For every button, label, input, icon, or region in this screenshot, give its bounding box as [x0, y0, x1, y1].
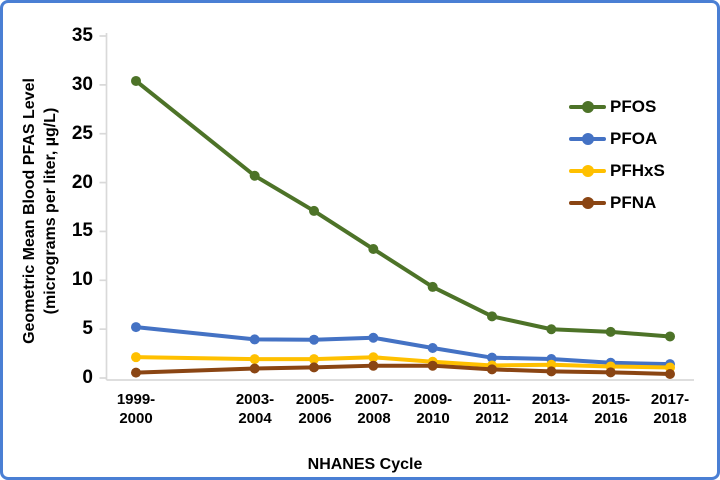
y-tick-label-20: 20 [71, 172, 93, 193]
pfhxs-point [249, 354, 260, 365]
x-tick-label-2015-2016: 2015- 2016 [591, 391, 631, 427]
y-axis-title-line1: Geometric Mean Blood PFAS Level [21, 78, 38, 344]
x-tick-label-1999-2000: 1999- 2000 [116, 391, 156, 427]
x-tick-label-2017-2018: 2017- 2018 [650, 391, 690, 427]
legend-item-pfhxs: PFHxS [569, 159, 665, 183]
x-tick-label-2011-2012: 2011- 2012 [473, 391, 511, 427]
pfna-point [249, 363, 260, 374]
legend: PFOS PFOA PFHxS PFNA [569, 95, 665, 223]
legend-label-pfhxs: PFHxS [610, 161, 665, 180]
pfoa-point [368, 332, 379, 343]
pfos-point [249, 170, 260, 181]
pfna-point [427, 360, 438, 371]
pfhxs-dot-icon [582, 165, 594, 177]
y-tick-label-0: 0 [82, 367, 93, 388]
pfos-point [605, 326, 616, 337]
x-axis-title: NHANES Cycle [307, 456, 423, 473]
pfos-legend-marker [569, 95, 606, 119]
y-axis-title-line2: (micrograms per liter, µg/L) [42, 107, 59, 315]
y-tick-label-35: 35 [71, 25, 93, 46]
pfos-point [309, 205, 319, 216]
pfna-point [131, 367, 141, 378]
legend-label-pfna: PFNA [610, 193, 657, 212]
pfhxs-legend-marker [569, 159, 606, 183]
pfoa-legend-marker [569, 127, 606, 151]
pfos-point [487, 311, 497, 322]
pfna-dot-icon [582, 197, 594, 209]
pfna-point [546, 366, 557, 377]
pfoa-point [427, 343, 438, 354]
y-tick-label-25: 25 [71, 123, 93, 144]
pfos-point [427, 281, 438, 292]
legend-item-pfoa: PFOA [569, 127, 665, 151]
pfoa-point [249, 334, 260, 345]
y-axis-title: Geometric Mean Blood PFAS Level (microgr… [19, 78, 61, 344]
pfna-point [605, 367, 616, 378]
pfna-point [368, 360, 379, 371]
legend-label-pfos: PFOS [610, 97, 657, 116]
pfhxs-point [368, 352, 379, 363]
pfna-point [487, 364, 497, 375]
pfos-point [131, 75, 141, 86]
legend-item-pfos: PFOS [569, 95, 665, 119]
pfhxs-point [131, 352, 141, 363]
x-tick-label-2007-2008: 2007- 2008 [354, 391, 394, 427]
pfos-point [368, 244, 379, 255]
y-tick-label-15: 15 [71, 220, 93, 241]
pfoa-point [487, 352, 497, 363]
x-tick-label-2005-2006: 2005- 2006 [295, 391, 335, 427]
y-tick-label-10: 10 [71, 269, 93, 290]
pfoa-dot-icon [582, 133, 594, 145]
legend-item-pfna: PFNA [569, 191, 665, 215]
x-tick-label-2003-2004: 2003- 2004 [235, 391, 275, 427]
pfna-point [665, 368, 675, 379]
pfos-point [665, 331, 675, 342]
y-tick-label-5: 5 [82, 318, 93, 339]
pfos-dot-icon [582, 101, 594, 113]
x-tick-label-2009-2010: 2009- 2010 [413, 391, 453, 427]
pfos-point [546, 324, 557, 335]
pfna-legend-marker [569, 191, 606, 215]
pfna-point [309, 362, 319, 373]
legend-label-pfoa: PFOA [610, 129, 658, 148]
plot-area [99, 33, 694, 381]
pfhxs-point [309, 354, 319, 365]
pfoa-point [131, 322, 141, 333]
y-tick-label-30: 30 [71, 74, 93, 95]
x-tick-label-2013-2014: 2013- 2014 [531, 391, 571, 427]
pfoa-point [309, 334, 319, 345]
